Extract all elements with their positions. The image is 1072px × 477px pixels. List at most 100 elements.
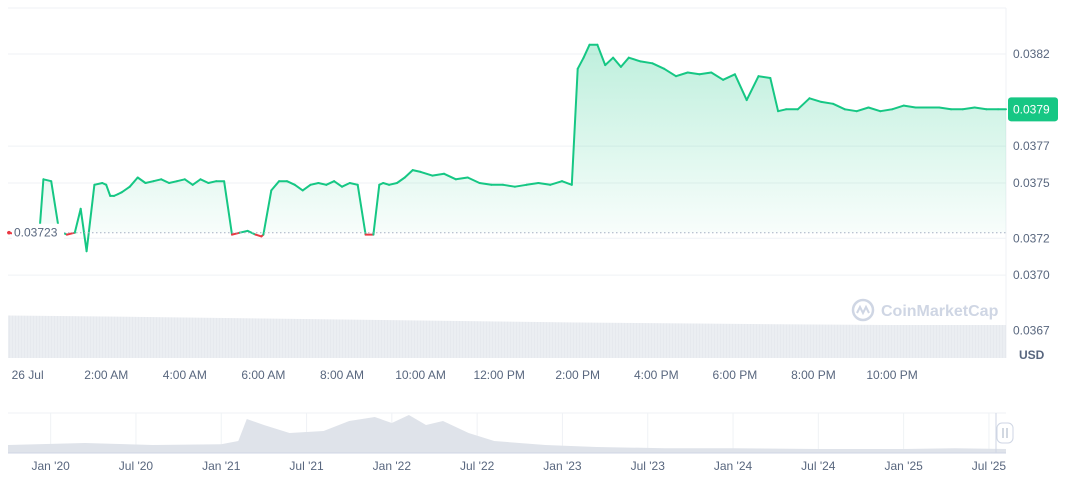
price-line-segment (549, 180, 563, 186)
price-line-segment (262, 189, 273, 236)
price-line-segment (561, 180, 573, 186)
price-line-segment (938, 106, 952, 111)
volume-bars (7, 304, 1006, 358)
price-line-segment (710, 71, 725, 81)
price-line-segment (93, 182, 104, 186)
overview-tick-label: Jan '22 (373, 459, 412, 473)
price-line-segment (356, 183, 367, 236)
price-line-segment (722, 73, 736, 81)
price-line-segment (867, 106, 882, 113)
price-line-segment (85, 183, 96, 253)
coinmarketcap-logo-icon (851, 298, 875, 322)
overview-tick-label: Jan '23 (543, 459, 582, 473)
price-line-segment (183, 178, 194, 186)
price-line-segment (50, 180, 61, 232)
price-line-segment (403, 169, 414, 179)
price-line-segment (231, 231, 241, 236)
overview-area (8, 415, 1006, 453)
price-line-segment (317, 182, 328, 186)
current-price-badge (1008, 97, 1058, 122)
price-line-segment (309, 182, 320, 186)
price-line-segment (604, 56, 615, 67)
price-line-segment (254, 233, 263, 238)
price-line-segment (372, 183, 381, 236)
price-series (7, 43, 1007, 253)
y-tick-label: 0.0370 (1013, 268, 1050, 282)
range-overview[interactable]: Jan '20 Jul '20 Jan '21 Jul '21 Jan '22 Jul '… (8, 412, 1014, 473)
price-line-segment (502, 183, 516, 188)
currency-label: USD (1019, 348, 1045, 362)
x-tick-label: 4:00 PM (634, 368, 679, 382)
y-tick-label: 0.0367 (1013, 323, 1050, 337)
overview-handle[interactable] (996, 422, 1014, 444)
price-line-segment (820, 100, 835, 105)
reference-label-bg (12, 223, 64, 242)
price-line-segment (270, 180, 281, 192)
price-line-segment (199, 178, 210, 184)
price-line-segment (525, 182, 540, 186)
price-line-segment (152, 178, 163, 183)
price-line-segment (454, 176, 469, 181)
x-tick-label: 6:00 AM (241, 368, 285, 382)
price-line-segment (341, 182, 351, 188)
price-line-segment (223, 180, 233, 236)
x-axis: 26 Jul 2:00 AM 4:00 AM 6:00 AM 8:00 AM 10:00 … (12, 368, 918, 382)
price-line-segment (639, 60, 654, 65)
price-line-segment (769, 77, 780, 113)
price-line-segment (144, 180, 155, 184)
price-line-segment (879, 108, 894, 113)
price-line-segment (745, 75, 760, 102)
price-line-segment (627, 56, 642, 63)
price-line-segment (651, 62, 666, 70)
overview-tick-label: Jul '25 (972, 459, 1007, 473)
price-line-segment (431, 172, 446, 177)
price-line-segment (42, 178, 53, 183)
price-line-segment (733, 73, 748, 102)
overview-tick-label: Jan '21 (202, 459, 241, 473)
price-line-segment (293, 183, 304, 192)
price-line-segment (757, 75, 772, 79)
price-line-segment (686, 71, 701, 76)
price-line-segment (466, 176, 481, 184)
price-line-segment (333, 180, 343, 188)
price-line-segment (570, 67, 579, 186)
price-line-segment (891, 104, 905, 111)
price-line-segment (582, 43, 591, 59)
price-line-segment (612, 56, 622, 68)
y-tick-label: 0.0372 (1013, 231, 1050, 245)
overview-tick-label: Jul '24 (801, 459, 836, 473)
price-line-segment (832, 102, 846, 111)
price-line-segment (73, 207, 82, 234)
x-tick-label: 10:00 PM (866, 368, 917, 382)
price-line-segment (478, 182, 493, 186)
price-line-segment (176, 178, 186, 183)
overview-tick-label: Jul '20 (119, 459, 154, 473)
price-line-segment (537, 182, 552, 186)
x-tick-label: 2:00 PM (555, 368, 600, 382)
price-line-segment (443, 172, 457, 181)
volume-area (8, 315, 1006, 358)
price-line-segment (796, 97, 811, 111)
price-line-segment (136, 176, 147, 184)
y-axis: 0.0382 0.0377 0.0375 0.0372 0.0370 0.0367 0.03… (1008, 47, 1058, 362)
price-line-segment (396, 176, 406, 184)
price-line-segment (419, 170, 434, 177)
price-line-segment (168, 180, 178, 184)
price-area (8, 44, 1006, 233)
price-line-segment (663, 67, 677, 78)
y-tick-label: 0.0382 (1013, 47, 1050, 61)
price-area-fill (8, 44, 1006, 233)
price-line-segment (286, 180, 296, 186)
price-line-segment (576, 56, 585, 70)
price-line-segment (191, 178, 202, 186)
price-line-segment (596, 43, 607, 67)
x-tick-label: 26 Jul (12, 368, 44, 382)
price-line-segment (128, 176, 139, 188)
price-line-segment (843, 108, 858, 113)
price-line-segment (160, 178, 171, 184)
overview-tick-label: Jan '25 (884, 459, 923, 473)
price-line-segment (675, 71, 689, 78)
reference-dot (7, 230, 11, 235)
reference-line: 0.03723 (7, 223, 1006, 242)
